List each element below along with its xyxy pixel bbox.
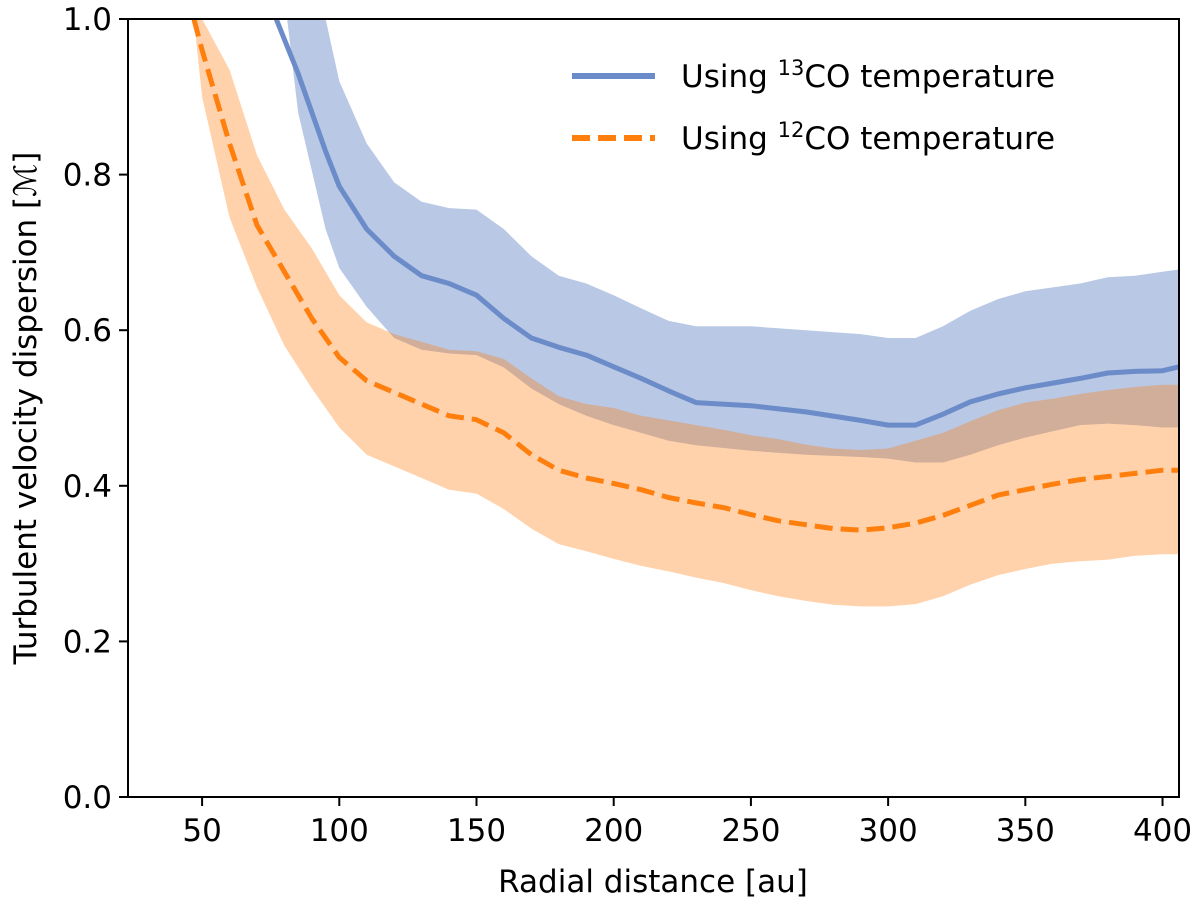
legend-label-prefix: Using (681, 59, 778, 95)
x-tick-label: 250 (721, 813, 780, 849)
y-axis-title: Turbulent velocity dispersion [ℳ] (8, 152, 44, 666)
x-tick-label: 350 (996, 813, 1055, 849)
plot-frame (127, 18, 1180, 798)
legend-label-suffix: CO temperature (804, 59, 1055, 95)
legend-label: Using 12CO temperature (681, 118, 1055, 157)
y-tick-label: 0.0 (63, 780, 112, 816)
series-0-line (273, 19, 1179, 428)
y-tick-label: 1.0 (63, 2, 112, 38)
legend-label-sup: 12 (778, 118, 805, 142)
x-axis-title: Radial distance [au] (498, 864, 808, 900)
legend-label: Using 13CO temperature (681, 56, 1055, 95)
series-0-band (287, 19, 1179, 463)
x-tick-label: 200 (584, 813, 643, 849)
series-1-line (191, 19, 1179, 533)
x-tick-label: 400 (1133, 813, 1192, 849)
legend-label-suffix: CO temperature (804, 121, 1055, 157)
y-tick-label: 0.8 (63, 158, 112, 194)
x-tick-label: 50 (182, 813, 221, 849)
legend-label-prefix: Using (681, 121, 778, 157)
series-1-band (193, 19, 1179, 607)
x-tick-label: 150 (447, 813, 506, 849)
y-tick-label: 0.6 (63, 313, 112, 349)
legend-label-sup: 13 (778, 56, 805, 80)
x-tick-label: 100 (310, 813, 369, 849)
x-tick-label: 300 (859, 813, 918, 849)
y-tick-label: 0.4 (63, 469, 112, 505)
y-tick-label: 0.2 (63, 624, 112, 660)
